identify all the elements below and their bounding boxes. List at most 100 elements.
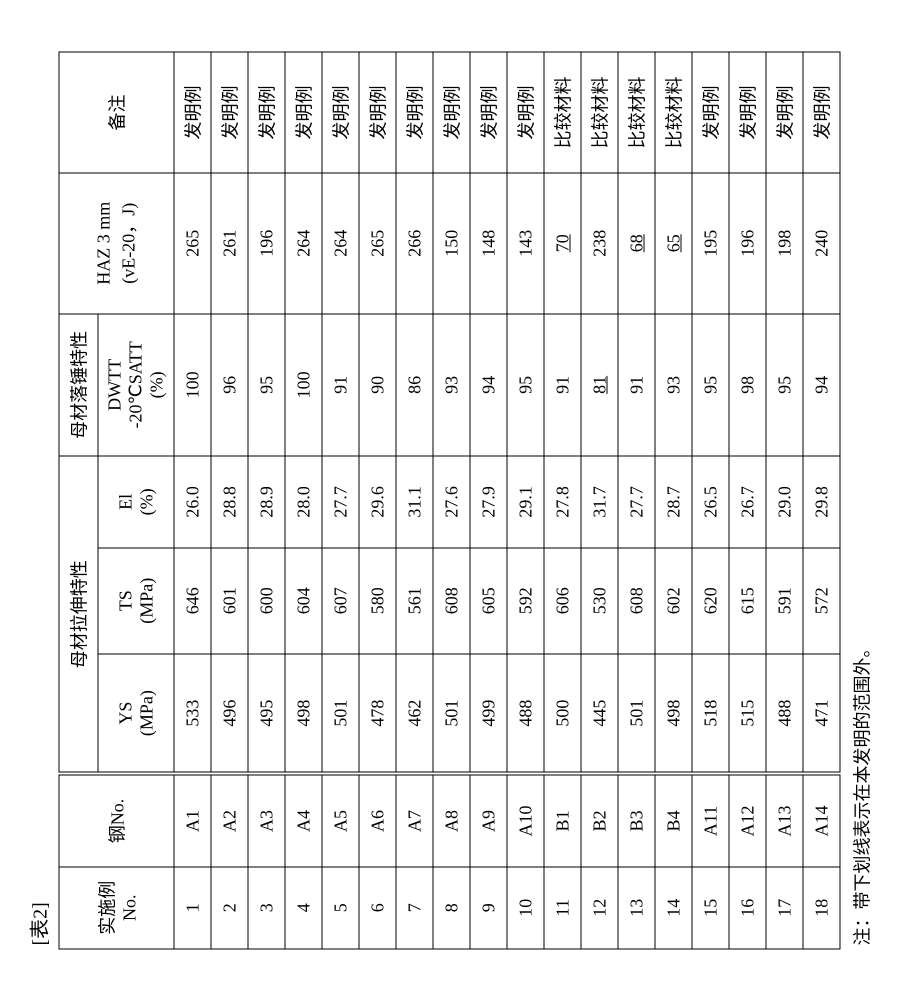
- cell-ts: 601: [211, 547, 248, 653]
- cell-no: 12: [581, 866, 618, 948]
- cell-dwtt: 96: [211, 313, 248, 456]
- cell-ts: 608: [618, 547, 655, 653]
- cell-ts: 607: [322, 547, 359, 653]
- table-row: 12B244553031.781238比较材料: [581, 52, 618, 949]
- cell-ts: 530: [581, 547, 618, 653]
- cell-ys: 533: [174, 653, 211, 773]
- cell-el: 27.7: [618, 456, 655, 547]
- cell-no: 3: [248, 866, 285, 948]
- cell-steel: A6: [359, 773, 396, 866]
- table-row: 5A550160727.791264发明例: [322, 52, 359, 949]
- cell-ts: 606: [544, 547, 581, 653]
- cell-el: 29.0: [766, 456, 803, 547]
- cell-rk: 发明例: [766, 52, 803, 173]
- cell-el: 29.1: [507, 456, 544, 547]
- cell-dwtt: 94: [803, 313, 840, 456]
- cell-ys: 478: [359, 653, 396, 773]
- cell-haz: 238: [581, 172, 618, 313]
- cell-haz: 261: [211, 172, 248, 313]
- th-tensile-group: 母材拉伸特性: [59, 456, 98, 774]
- table-row: 2A249660128.896261发明例: [211, 52, 248, 949]
- cell-steel: A11: [692, 773, 729, 866]
- cell-dwtt: 94: [470, 313, 507, 456]
- cell-ts: 605: [470, 547, 507, 653]
- cell-rk: 发明例: [359, 52, 396, 173]
- table-caption: [表2]: [24, 51, 53, 945]
- cell-dwtt: 91: [544, 313, 581, 456]
- cell-ts: 592: [507, 547, 544, 653]
- cell-ts: 615: [729, 547, 766, 653]
- cell-haz: 198: [766, 172, 803, 313]
- table-row: 14B449860228.79365比较材料: [655, 52, 692, 949]
- cell-ts: 580: [359, 547, 396, 653]
- cell-ys: 488: [766, 653, 803, 773]
- table-row: 7A746256131.186266发明例: [396, 52, 433, 949]
- cell-haz: 68: [618, 172, 655, 313]
- cell-ts: 646: [174, 547, 211, 653]
- cell-ts: 561: [396, 547, 433, 653]
- cell-ys: 499: [470, 653, 507, 773]
- cell-ys: 515: [729, 653, 766, 773]
- cell-no: 6: [359, 866, 396, 948]
- cell-haz: 143: [507, 172, 544, 313]
- cell-rk: 比较材料: [618, 52, 655, 173]
- th-ys: YS(MPa): [98, 653, 174, 773]
- cell-steel: A10: [507, 773, 544, 866]
- cell-dwtt: 95: [248, 313, 285, 456]
- table-row: 13B350160827.79168比较材料: [618, 52, 655, 949]
- cell-dwtt: 95: [766, 313, 803, 456]
- th-dwtt: DWTT-20℃SATT(%): [98, 313, 174, 456]
- cell-el: 28.0: [285, 456, 322, 547]
- th-haz: HAZ 3 mm(vE-20，J): [59, 172, 174, 313]
- cell-haz: 264: [322, 172, 359, 313]
- cell-no: 1: [174, 866, 211, 948]
- cell-dwtt: 95: [692, 313, 729, 456]
- cell-el: 27.8: [544, 456, 581, 547]
- cell-rk: 发明例: [433, 52, 470, 173]
- cell-ys: 488: [507, 653, 544, 773]
- cell-ts: 591: [766, 547, 803, 653]
- cell-dwtt: 91: [322, 313, 359, 456]
- cell-el: 26.5: [692, 456, 729, 547]
- cell-dwtt: 100: [174, 313, 211, 456]
- cell-dwtt: 93: [655, 313, 692, 456]
- cell-haz: 265: [359, 172, 396, 313]
- cell-ts: 572: [803, 547, 840, 653]
- cell-ys: 498: [285, 653, 322, 773]
- cell-haz: 65: [655, 172, 692, 313]
- cell-el: 27.7: [322, 456, 359, 547]
- cell-ys: 518: [692, 653, 729, 773]
- cell-el: 26.0: [174, 456, 211, 547]
- cell-ys: 501: [618, 653, 655, 773]
- cell-haz: 195: [692, 172, 729, 313]
- cell-ys: 496: [211, 653, 248, 773]
- cell-dwtt: 100: [285, 313, 322, 456]
- cell-steel: B3: [618, 773, 655, 866]
- table-row: 10A1048859229.195143发明例: [507, 52, 544, 949]
- cell-el: 29.8: [803, 456, 840, 547]
- cell-haz: 150: [433, 172, 470, 313]
- cell-haz: 148: [470, 172, 507, 313]
- cell-no: 8: [433, 866, 470, 948]
- cell-rk: 发明例: [396, 52, 433, 173]
- th-remark: 备注: [59, 52, 174, 173]
- cell-no: 14: [655, 866, 692, 948]
- table-row: 8A850160827.693150发明例: [433, 52, 470, 949]
- cell-rk: 发明例: [507, 52, 544, 173]
- cell-haz: 240: [803, 172, 840, 313]
- cell-rk: 比较材料: [655, 52, 692, 173]
- cell-steel: A2: [211, 773, 248, 866]
- cell-haz: 264: [285, 172, 322, 313]
- cell-no: 15: [692, 866, 729, 948]
- cell-rk: 发明例: [692, 52, 729, 173]
- cell-steel: A4: [285, 773, 322, 866]
- cell-no: 4: [285, 866, 322, 948]
- cell-ys: 445: [581, 653, 618, 773]
- cell-no: 10: [507, 866, 544, 948]
- cell-rk: 发明例: [285, 52, 322, 173]
- cell-rk: 发明例: [470, 52, 507, 173]
- cell-haz: 265: [174, 172, 211, 313]
- cell-no: 7: [396, 866, 433, 948]
- table-row: 15A1151862026.595195发明例: [692, 52, 729, 949]
- table-row: 16A1251561526.798196发明例: [729, 52, 766, 949]
